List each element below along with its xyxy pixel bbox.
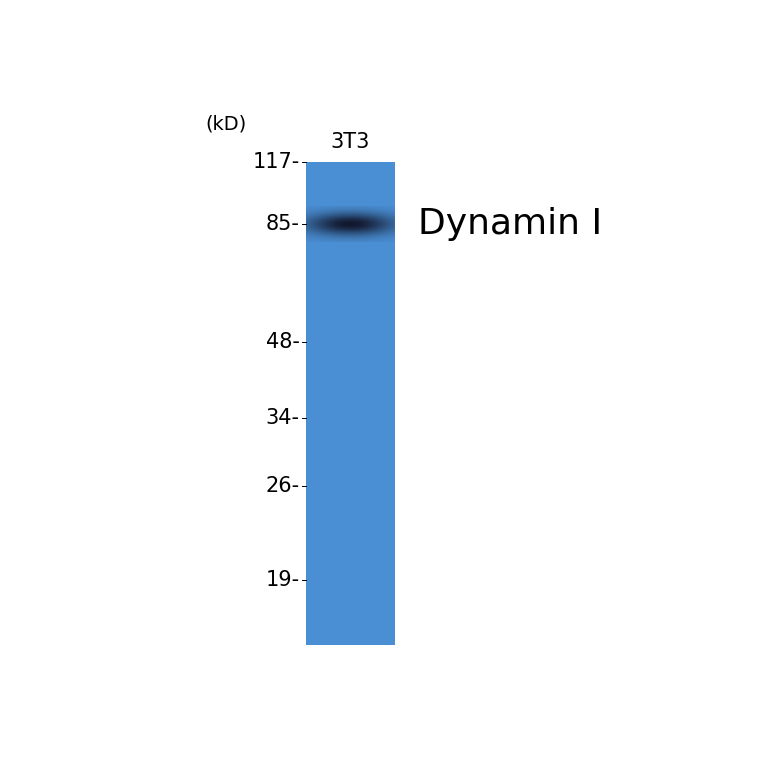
Text: Dynamin I: Dynamin I	[418, 207, 602, 241]
Text: 19-: 19-	[266, 570, 299, 590]
Text: 48-: 48-	[266, 332, 299, 351]
Text: 26-: 26-	[266, 476, 299, 496]
Text: 34-: 34-	[266, 408, 299, 428]
Text: 117-: 117-	[253, 152, 299, 172]
Text: (kD): (kD)	[206, 115, 246, 134]
Text: 85-: 85-	[266, 214, 299, 234]
Text: 3T3: 3T3	[330, 131, 370, 152]
Bar	[306, 162, 394, 645]
